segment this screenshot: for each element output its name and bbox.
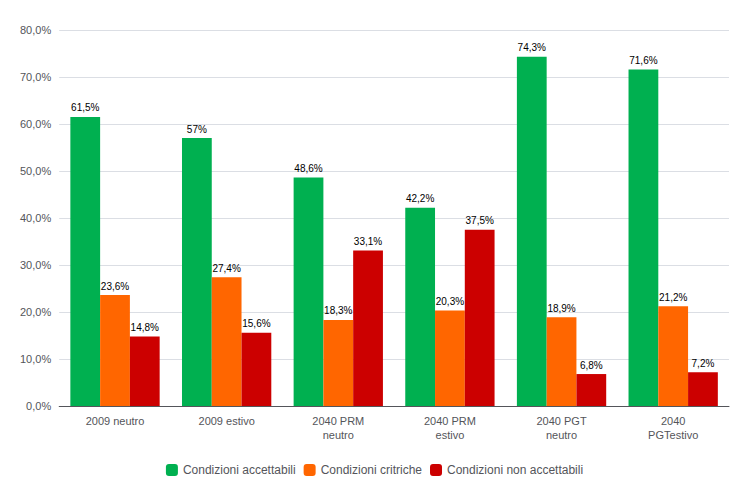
svg-text:23,6%: 23,6% — [101, 281, 129, 292]
svg-text:neutro: neutro — [546, 429, 577, 441]
svg-text:18,9%: 18,9% — [547, 303, 575, 314]
svg-text:50,0%: 50,0% — [20, 165, 51, 177]
svg-text:15,6%: 15,6% — [242, 318, 270, 329]
svg-text:18,3%: 18,3% — [324, 305, 352, 316]
svg-text:Condizioni accettabili: Condizioni accettabili — [183, 463, 296, 477]
svg-text:20,0%: 20,0% — [20, 306, 51, 318]
svg-text:PGTestivo: PGTestivo — [648, 429, 698, 441]
svg-text:20,3%: 20,3% — [436, 296, 464, 307]
svg-text:42,2%: 42,2% — [406, 193, 434, 204]
svg-text:74,3%: 74,3% — [518, 42, 546, 53]
svg-text:10,0%: 10,0% — [20, 353, 51, 365]
svg-text:70,0%: 70,0% — [20, 71, 51, 83]
svg-text:80,0%: 80,0% — [20, 24, 51, 36]
svg-text:2009 neutro: 2009 neutro — [86, 415, 145, 427]
svg-text:estivo: estivo — [436, 429, 465, 441]
svg-text:Condizioni non accettabili: Condizioni non accettabili — [447, 463, 583, 477]
svg-text:40,0%: 40,0% — [20, 212, 51, 224]
svg-text:2040 PRM: 2040 PRM — [424, 415, 476, 427]
svg-text:Condizioni critriche: Condizioni critriche — [321, 463, 423, 477]
svg-text:61,5%: 61,5% — [71, 102, 99, 113]
svg-text:57%: 57% — [187, 124, 207, 135]
svg-text:neutro: neutro — [323, 429, 354, 441]
svg-text:21,2%: 21,2% — [659, 292, 687, 303]
svg-text:7,2%: 7,2% — [692, 358, 715, 369]
svg-text:37,5%: 37,5% — [466, 215, 494, 226]
svg-text:71,6%: 71,6% — [629, 55, 657, 66]
svg-text:0,0%: 0,0% — [26, 400, 51, 412]
svg-text:2040: 2040 — [661, 415, 685, 427]
svg-text:33,1%: 33,1% — [354, 236, 382, 247]
svg-text:30,0%: 30,0% — [20, 259, 51, 271]
svg-text:27,4%: 27,4% — [212, 263, 240, 274]
svg-text:60,0%: 60,0% — [20, 118, 51, 130]
svg-text:6,8%: 6,8% — [580, 360, 603, 371]
svg-text:2040 PGT: 2040 PGT — [536, 415, 586, 427]
svg-text:14,8%: 14,8% — [131, 322, 159, 333]
svg-text:48,6%: 48,6% — [294, 163, 322, 174]
svg-text:2040 PRM: 2040 PRM — [312, 415, 364, 427]
svg-text:2009 estivo: 2009 estivo — [199, 415, 255, 427]
